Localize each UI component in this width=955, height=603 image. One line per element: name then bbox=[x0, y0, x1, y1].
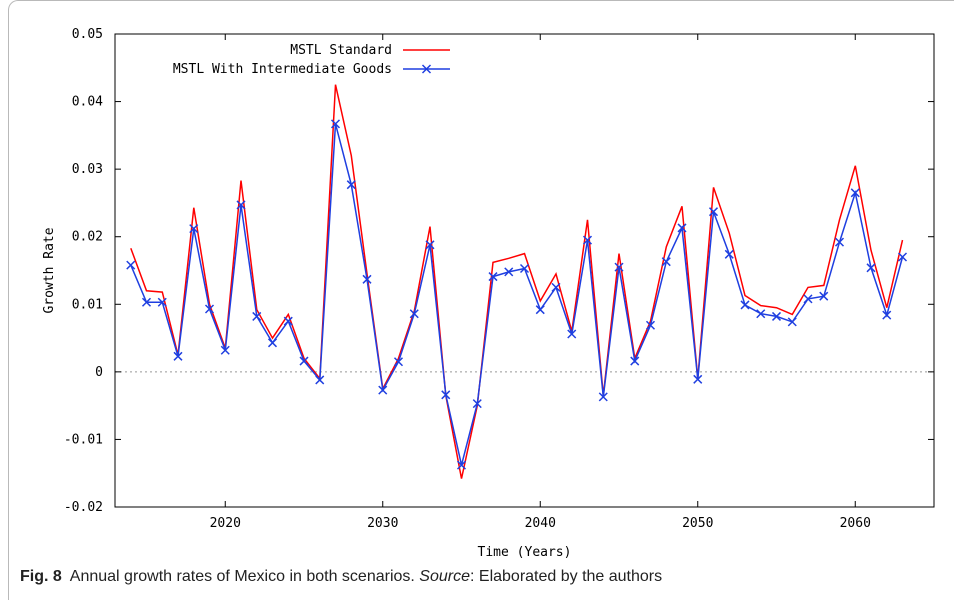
data-point-marker bbox=[157, 297, 167, 307]
data-point-marker bbox=[756, 309, 766, 319]
data-point-marker bbox=[141, 297, 152, 307]
data-point-marker bbox=[551, 282, 561, 292]
data-point-marker bbox=[519, 263, 530, 274]
data-point-marker bbox=[645, 320, 656, 330]
x-tick-label: 2030 bbox=[367, 516, 398, 531]
caption-text: Annual growth rates of Mexico in both sc… bbox=[69, 568, 420, 585]
data-point-marker bbox=[189, 224, 199, 234]
caption-source-word: Source bbox=[419, 568, 470, 585]
data-point-marker bbox=[441, 390, 451, 400]
data-point-marker bbox=[567, 329, 577, 339]
data-point-marker bbox=[630, 356, 640, 366]
y-tick-label: -0.02 bbox=[64, 500, 103, 515]
x-tick-label: 2040 bbox=[525, 516, 556, 531]
series-line-mstl-intermediate bbox=[130, 123, 904, 466]
legend-label-mstl-standard: MSTL Standard bbox=[290, 43, 392, 58]
data-point-marker bbox=[598, 392, 608, 402]
data-point-marker bbox=[740, 300, 750, 310]
plot-border bbox=[114, 33, 935, 508]
data-point-marker bbox=[819, 291, 829, 301]
data-point-marker bbox=[850, 188, 860, 198]
data-point-marker bbox=[204, 304, 215, 314]
series-layer bbox=[126, 84, 908, 479]
y-axis-label: Growth Rate bbox=[42, 227, 57, 313]
data-point-marker bbox=[472, 399, 482, 409]
data-point-marker bbox=[315, 375, 325, 385]
data-point-marker bbox=[693, 374, 703, 384]
data-point-marker bbox=[252, 311, 262, 321]
x-ticks: 2020 2030 2040 2050 2060 bbox=[210, 34, 871, 531]
data-point-marker bbox=[834, 237, 845, 247]
data-point-marker bbox=[267, 338, 278, 348]
data-point-marker bbox=[882, 310, 892, 320]
data-point-marker bbox=[362, 274, 372, 284]
data-point-marker bbox=[378, 385, 388, 395]
data-point-marker bbox=[535, 305, 545, 315]
data-point-marker bbox=[425, 240, 435, 250]
figure-frame bbox=[8, 0, 954, 600]
data-point-marker bbox=[330, 119, 341, 129]
figure-label: Fig. 8 bbox=[20, 568, 62, 585]
data-point-marker bbox=[409, 309, 419, 319]
data-point-marker bbox=[283, 316, 293, 326]
legend-x-marker bbox=[421, 64, 432, 74]
legend-marker-x bbox=[421, 64, 432, 74]
y-ticks: -0.02 -0.01 0 0.01 0.02 0.03 0.04 0.05 bbox=[64, 27, 934, 515]
data-point-marker bbox=[456, 460, 467, 470]
x-tick-label: 2050 bbox=[682, 516, 713, 531]
data-point-marker bbox=[614, 262, 624, 272]
data-point-marker bbox=[724, 249, 734, 259]
series-line-mstl-standard bbox=[130, 84, 904, 479]
data-point-marker bbox=[236, 200, 246, 210]
x-tick-label: 2020 bbox=[210, 516, 241, 531]
data-point-marker bbox=[220, 345, 230, 355]
legend-label-mstl-intermediate: MSTL With Intermediate Goods bbox=[173, 62, 392, 77]
y-tick-label: 0.04 bbox=[72, 95, 103, 110]
y-tick-label: 0.01 bbox=[72, 297, 103, 312]
y-tick-label: 0.02 bbox=[72, 230, 103, 245]
x-axis-label: Time (Years) bbox=[478, 545, 572, 560]
y-tick-label: -0.01 bbox=[64, 432, 103, 447]
data-point-marker bbox=[661, 257, 671, 267]
data-point-marker bbox=[504, 267, 514, 277]
x-tick-label: 2060 bbox=[840, 516, 871, 531]
data-point-marker bbox=[488, 272, 498, 282]
figure-caption: Fig. 8 Annual growth rates of Mexico in b… bbox=[20, 568, 662, 586]
data-point-marker bbox=[393, 357, 404, 367]
data-point-marker bbox=[897, 252, 908, 262]
data-point-marker bbox=[582, 235, 593, 245]
data-point-marker bbox=[173, 351, 183, 361]
line-chart: -0.02 -0.01 0 0.01 0.02 0.03 0.04 0.05 2020 2030… bbox=[42, 27, 935, 560]
data-point-marker bbox=[866, 263, 876, 273]
data-point-marker bbox=[126, 260, 136, 270]
data-point-marker bbox=[787, 317, 797, 327]
y-tick-label: 0.03 bbox=[72, 162, 103, 177]
data-point-marker bbox=[677, 223, 687, 233]
data-point-marker bbox=[708, 207, 719, 217]
data-point-marker bbox=[803, 294, 813, 304]
data-point-marker bbox=[771, 311, 782, 321]
y-tick-label: 0 bbox=[95, 365, 103, 380]
caption-text-after: : Elaborated by the authors bbox=[470, 568, 663, 585]
data-point-marker bbox=[346, 180, 356, 190]
legend: MSTL Standard MSTL With Intermediate Goo… bbox=[173, 43, 450, 77]
data-point-marker bbox=[299, 356, 309, 366]
y-tick-label: 0.05 bbox=[72, 27, 103, 42]
